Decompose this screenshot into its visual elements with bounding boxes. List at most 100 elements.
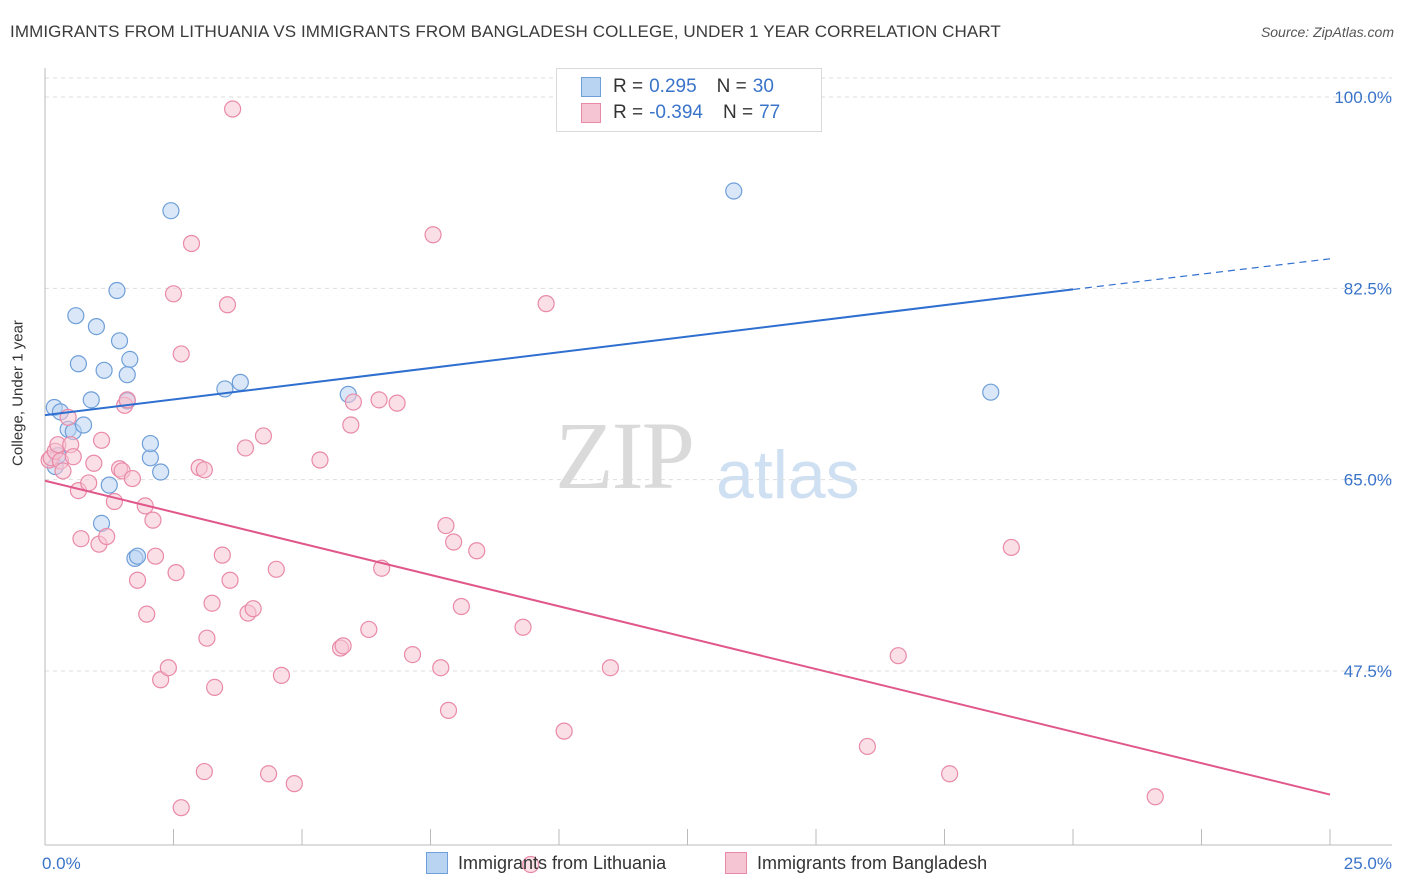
point-bangladesh (219, 297, 235, 313)
point-bangladesh (345, 394, 361, 410)
point-bangladesh (433, 660, 449, 676)
point-lithuania (76, 417, 92, 433)
legend-row-bangladesh: R = -0.394 N = 77 (581, 101, 780, 125)
point-bangladesh (261, 766, 277, 782)
point-bangladesh (145, 512, 161, 528)
point-bangladesh (1147, 789, 1163, 805)
point-lithuania (122, 351, 138, 367)
point-bangladesh (196, 462, 212, 478)
series-legend: Immigrants from Lithuania Immigrants fro… (0, 852, 1406, 876)
legend-n-label: N = (723, 102, 753, 124)
point-bangladesh (168, 565, 184, 581)
correlation-legend: R = 0.295 N = 30 R = -0.394 N = 77 (556, 68, 822, 132)
point-bangladesh (173, 346, 189, 362)
legend-item-bangladesh[interactable]: Immigrants from Bangladesh (725, 852, 987, 874)
point-bangladesh (538, 296, 554, 312)
point-bangladesh (124, 471, 140, 487)
legend-swatch-lithuania (426, 852, 448, 874)
point-bangladesh (81, 475, 97, 491)
point-bangladesh (453, 598, 469, 614)
legend-r-value: -0.394 (649, 102, 703, 124)
point-bangladesh (335, 638, 351, 654)
point-bangladesh (859, 738, 875, 754)
trend-line-extension-lithuania (1073, 259, 1330, 290)
point-lithuania (130, 548, 146, 564)
point-bangladesh (148, 548, 164, 564)
point-bangladesh (204, 595, 220, 611)
point-bangladesh (440, 702, 456, 718)
point-bangladesh (268, 561, 284, 577)
point-bangladesh (389, 395, 405, 411)
point-bangladesh (890, 648, 906, 664)
legend-swatch-lithuania (581, 77, 601, 97)
point-bangladesh (86, 455, 102, 471)
legend-label-bangladesh: Immigrants from Bangladesh (757, 853, 987, 874)
point-bangladesh (199, 630, 215, 646)
legend-item-lithuania[interactable]: Immigrants from Lithuania (426, 852, 666, 874)
trend-line-lithuania (45, 289, 1073, 415)
legend-r-value: 0.295 (649, 76, 697, 98)
point-bangladesh (139, 606, 155, 622)
point-lithuania (70, 356, 86, 372)
point-lithuania (163, 203, 179, 219)
point-bangladesh (196, 764, 212, 780)
point-lithuania (83, 392, 99, 408)
point-bangladesh (1003, 539, 1019, 555)
y-tick-label: 100.0% (1334, 88, 1392, 107)
y-tick-label: 82.5% (1344, 279, 1392, 298)
point-bangladesh (65, 449, 81, 465)
point-bangladesh (222, 572, 238, 588)
point-lithuania (726, 183, 742, 199)
y-tick-label: 65.0% (1344, 471, 1392, 490)
trend-line-bangladesh (45, 481, 1330, 795)
legend-n-value: 77 (759, 102, 780, 124)
point-bangladesh (371, 392, 387, 408)
point-lithuania (88, 319, 104, 335)
point-bangladesh (130, 572, 146, 588)
point-bangladesh (237, 440, 253, 456)
scatter-chart: 47.5%65.0%82.5%100.0%0.0% 25.0% (0, 0, 1406, 892)
legend-swatch-bangladesh (725, 852, 747, 874)
point-bangladesh (438, 518, 454, 534)
point-bangladesh (425, 227, 441, 243)
point-bangladesh (225, 101, 241, 117)
point-bangladesh (183, 236, 199, 252)
point-bangladesh (255, 428, 271, 444)
point-lithuania (109, 283, 125, 299)
point-lithuania (101, 477, 117, 493)
point-bangladesh (73, 531, 89, 547)
point-bangladesh (273, 667, 289, 683)
point-bangladesh (160, 660, 176, 676)
legend-swatch-bangladesh (581, 103, 601, 123)
point-bangladesh (469, 543, 485, 559)
point-bangladesh (173, 800, 189, 816)
legend-r-label: R = (613, 76, 643, 98)
point-lithuania (68, 308, 84, 324)
point-bangladesh (99, 529, 115, 545)
point-lithuania (983, 384, 999, 400)
point-lithuania (96, 362, 112, 378)
point-bangladesh (207, 679, 223, 695)
point-lithuania (142, 436, 158, 452)
point-bangladesh (361, 621, 377, 637)
point-bangladesh (55, 463, 71, 479)
point-bangladesh (166, 286, 182, 302)
point-bangladesh (286, 776, 302, 792)
point-bangladesh (405, 647, 421, 663)
point-bangladesh (556, 723, 572, 739)
point-lithuania (142, 450, 158, 466)
legend-label-lithuania: Immigrants from Lithuania (458, 853, 666, 874)
point-lithuania (232, 374, 248, 390)
y-axis-label: College, Under 1 year (10, 320, 27, 466)
point-lithuania (119, 367, 135, 383)
y-tick-label: 47.5% (1344, 662, 1392, 681)
point-bangladesh (94, 432, 110, 448)
legend-n-value: 30 (753, 76, 774, 98)
point-bangladesh (446, 534, 462, 550)
point-bangladesh (245, 601, 261, 617)
point-bangladesh (312, 452, 328, 468)
point-bangladesh (343, 417, 359, 433)
point-bangladesh (942, 766, 958, 782)
legend-n-label: N = (717, 76, 747, 98)
point-lithuania (112, 333, 128, 349)
